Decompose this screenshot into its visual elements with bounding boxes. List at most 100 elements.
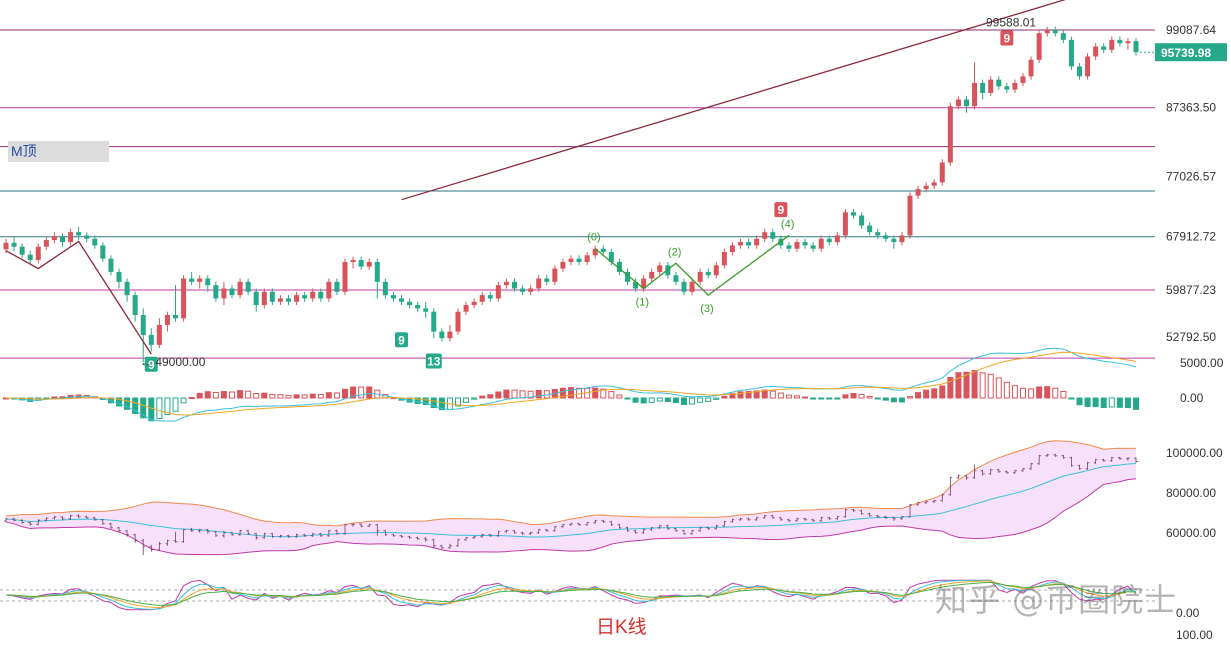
y-tick-label-main: 99087.64 — [1166, 23, 1216, 37]
candle-body — [285, 298, 292, 302]
y-tick-label-main: 52792.50 — [1166, 330, 1216, 344]
macd-histogram-bar — [277, 394, 284, 399]
candle-body — [592, 248, 598, 256]
macd-histogram-bar — [672, 397, 679, 404]
macd-histogram-bar — [140, 397, 147, 419]
macd-histogram-bar — [721, 395, 728, 399]
macd-histogram-bar — [1028, 388, 1035, 399]
candle-body — [148, 334, 154, 345]
candle-body — [68, 232, 74, 243]
candle-body — [3, 242, 9, 250]
candle-body — [366, 261, 372, 267]
candle-body — [859, 215, 865, 226]
macd-histogram-bar — [220, 391, 227, 399]
candle-body — [471, 301, 477, 306]
td-marker-badge — [774, 202, 788, 218]
candle-body — [980, 82, 986, 93]
candle-body — [939, 162, 945, 183]
candle-body — [35, 246, 41, 260]
macd-histogram-bar — [785, 394, 792, 399]
candle-body — [439, 331, 445, 339]
candle-body — [721, 252, 727, 266]
macd-histogram-bar — [567, 387, 575, 399]
candle-body — [156, 324, 162, 345]
macd-histogram-bar — [793, 395, 801, 399]
macd-histogram-bar — [519, 390, 526, 399]
candle-body — [1109, 39, 1115, 50]
macd-histogram-bar — [1019, 387, 1027, 399]
candle-body — [487, 295, 493, 299]
candle-body — [1076, 66, 1083, 77]
candle-body — [277, 298, 283, 302]
candle-body — [84, 235, 90, 239]
macd-histogram-bar — [503, 389, 510, 399]
macd-histogram-bar — [293, 394, 300, 399]
candle-body — [1020, 76, 1026, 83]
candle-body — [624, 271, 631, 282]
current-price-tag — [1155, 43, 1227, 62]
candle-body — [479, 295, 485, 302]
candle-body — [729, 245, 735, 253]
low-price-label: ← 49000.00 — [140, 355, 206, 369]
macd-histogram-bar — [132, 397, 139, 414]
candle-body — [673, 275, 679, 282]
macd-histogram-bar — [971, 370, 978, 399]
macd-histogram-bar — [204, 391, 211, 399]
macd-histogram-bar — [842, 394, 849, 399]
candle-body — [1028, 59, 1034, 77]
macd-histogram-bar — [1011, 385, 1018, 399]
candle-body — [1125, 41, 1131, 44]
macd-histogram-bar — [979, 372, 986, 399]
candle-body — [826, 238, 832, 243]
candle-body — [996, 79, 1002, 87]
macd-histogram-bar — [269, 393, 276, 399]
candle-body — [1012, 82, 1018, 90]
candle-body — [810, 245, 816, 249]
candle-body — [172, 315, 179, 319]
macd-histogram-bar — [1124, 397, 1131, 409]
candle-body — [116, 271, 122, 282]
candle-body — [398, 298, 405, 302]
candle-body — [181, 278, 187, 319]
candle-body — [641, 278, 647, 289]
macd-histogram-bar — [212, 391, 219, 399]
candle-body — [520, 288, 526, 292]
candle-body — [318, 291, 324, 299]
macd-histogram-bar — [479, 395, 486, 399]
candle-body — [511, 281, 518, 289]
candle-body — [931, 182, 937, 186]
macd-histogram-bar — [148, 397, 155, 422]
candle-body — [1004, 86, 1010, 90]
candle-body — [407, 301, 413, 306]
macd-histogram-bar — [624, 397, 631, 400]
candle-body — [140, 315, 146, 335]
macd-dea-line — [5, 351, 1137, 416]
macd-histogram-bar — [600, 388, 607, 399]
candle-body — [762, 232, 768, 239]
macd-histogram-bar — [898, 397, 905, 403]
watermark: 知乎 @币圈院士 — [935, 581, 1178, 619]
macd-histogram-bar — [414, 397, 421, 405]
boll-band-fill — [6, 440, 1136, 555]
macd-histogram-bar — [818, 397, 825, 400]
candle-body — [455, 311, 461, 332]
candle-body — [11, 242, 17, 247]
y-tick-label-osc: 0.00 — [1176, 606, 1200, 620]
macd-histogram-bar — [915, 392, 922, 399]
macd-dif-line — [5, 347, 1137, 422]
td-marker-label: 9 — [778, 203, 785, 217]
macd-histogram-bar — [253, 392, 260, 399]
candle-body — [923, 185, 929, 190]
macd-histogram-bar — [616, 394, 623, 399]
macd-histogram-bar — [559, 387, 566, 399]
boll-lower-line — [5, 478, 1137, 556]
candle-body — [447, 331, 453, 339]
candle-body — [382, 281, 388, 296]
macd-histogram-bar — [882, 397, 889, 401]
elliott-wave-label: (3) — [700, 303, 713, 315]
m-top-path — [5, 240, 152, 355]
osc-line — [5, 580, 1137, 609]
candle-body — [794, 242, 800, 249]
candle-body — [955, 99, 961, 107]
